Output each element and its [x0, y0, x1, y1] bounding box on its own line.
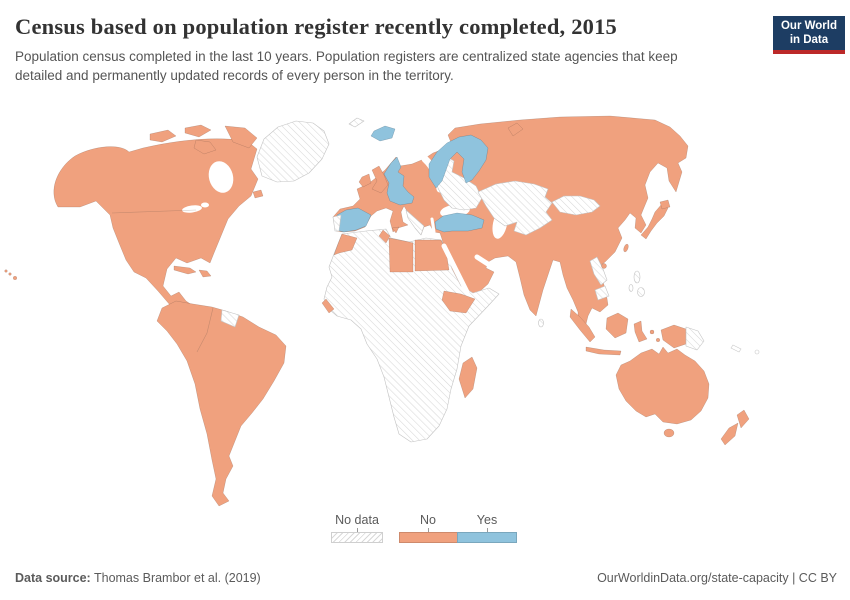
aegean-sea — [430, 217, 436, 234]
region-hainan[interactable] — [601, 263, 607, 269]
legend-swatch-no-data[interactable] — [331, 532, 383, 543]
region-philippines-1[interactable] — [633, 270, 641, 284]
region-tasmania[interactable] — [663, 428, 675, 438]
region-hokkaido[interactable] — [659, 199, 671, 210]
region-liberia[interactable] — [321, 298, 335, 314]
region-hawaii-3[interactable] — [12, 275, 18, 281]
region-hawaii-1[interactable] — [4, 269, 8, 273]
region-ethiopia[interactable] — [441, 290, 476, 314]
region-central-asia[interactable] — [477, 180, 553, 236]
region-newfoundland[interactable] — [252, 189, 264, 199]
region-mongolia[interactable] — [551, 195, 601, 216]
legend-label-no: No — [420, 513, 436, 527]
region-south-america[interactable] — [156, 300, 287, 507]
region-new-caledonia[interactable] — [730, 344, 742, 353]
region-arctic-island-2[interactable] — [184, 124, 212, 138]
border-us-canada — [111, 209, 197, 214]
region-svalbard[interactable] — [348, 117, 365, 128]
chart-header: Census based on population register rece… — [15, 14, 760, 86]
region-iceland[interactable] — [370, 125, 396, 142]
region-morocco[interactable] — [333, 233, 358, 256]
legend-tick — [427, 528, 429, 532]
page-title: Census based on population register rece… — [15, 14, 618, 39]
data-source: Data source: Thomas Brambor et al. (2019… — [15, 571, 261, 585]
region-united-kingdom[interactable] — [371, 165, 389, 194]
region-laos[interactable] — [589, 256, 608, 286]
region-sumatra[interactable] — [569, 308, 596, 343]
region-novaya-zemlya[interactable] — [507, 122, 524, 137]
region-taiwan[interactable] — [623, 243, 629, 253]
region-turkey[interactable] — [434, 212, 485, 233]
region-arctic-island-1[interactable] — [149, 129, 177, 143]
region-cuba[interactable] — [173, 265, 197, 275]
region-borneo[interactable] — [605, 312, 629, 339]
legend-group-no: No — [399, 513, 457, 543]
region-fiji[interactable] — [754, 349, 760, 355]
region-greece[interactable] — [405, 209, 425, 236]
region-australia[interactable] — [615, 346, 710, 425]
region-philippines-2[interactable] — [637, 287, 645, 297]
owid-link[interactable]: OurWorldinData.org/state-capacity | CC B… — [597, 571, 837, 585]
region-ireland[interactable] — [358, 173, 372, 188]
region-hispaniola[interactable] — [198, 269, 212, 278]
region-moluccas-2[interactable] — [655, 337, 661, 343]
region-moluccas-1[interactable] — [649, 329, 655, 335]
region-japan[interactable] — [640, 204, 669, 240]
page-subtitle: Population census completed in the last … — [15, 48, 678, 84]
owid-logo-line2: in Data — [789, 34, 829, 47]
region-sicily[interactable] — [391, 226, 400, 234]
legend-swatch-yes[interactable] — [457, 532, 517, 543]
region-new-zealand-north[interactable] — [736, 409, 750, 429]
data-source-label: Data source: — [15, 571, 91, 585]
region-victoria-island[interactable] — [193, 139, 217, 155]
region-papua-new-guinea[interactable] — [685, 326, 705, 351]
chart-footer: Data source: Thomas Brambor et al. (2019… — [15, 571, 837, 585]
hudson-bay — [208, 161, 234, 193]
region-cambodia[interactable] — [594, 285, 610, 301]
region-greenland[interactable] — [256, 120, 330, 183]
great-lakes-east — [201, 202, 209, 208]
great-lakes — [182, 205, 202, 213]
data-source-value: Thomas Brambor et al. (2019) — [90, 571, 261, 585]
region-guyana[interactable] — [220, 309, 240, 328]
owid-logo[interactable]: Our World in Data — [772, 16, 845, 54]
region-libya[interactable] — [388, 237, 414, 273]
region-baffin-island[interactable] — [224, 125, 258, 149]
region-philippines-3[interactable] — [628, 284, 634, 292]
legend-label-no-data: No data — [335, 513, 379, 527]
region-java[interactable] — [585, 346, 622, 356]
owid-logo-line1: Our World — [780, 20, 837, 32]
border-south-america — [196, 307, 214, 353]
region-madagascar[interactable] — [458, 356, 478, 399]
legend-swatch-no[interactable] — [399, 532, 457, 543]
region-germany-cluster[interactable] — [383, 156, 415, 206]
region-hawaii-2[interactable] — [8, 272, 12, 276]
legend-group-no-data: No data — [331, 513, 383, 543]
region-sulawesi[interactable] — [633, 320, 648, 343]
red-sea — [441, 243, 470, 295]
region-portugal[interactable] — [332, 214, 342, 232]
legend-tick — [356, 528, 358, 532]
legend-group-yes: Yes — [457, 513, 517, 543]
region-new-zealand-south[interactable] — [720, 422, 739, 446]
region-scandinavia[interactable] — [428, 134, 489, 189]
persian-gulf — [474, 254, 494, 269]
region-tunisia[interactable] — [378, 229, 391, 244]
legend-label-yes: Yes — [476, 513, 498, 527]
region-egypt[interactable] — [414, 239, 450, 272]
region-sri-lanka[interactable] — [538, 318, 544, 328]
map-legend: No data No Yes — [331, 513, 517, 543]
region-west-papua[interactable] — [660, 324, 687, 349]
legend-tick — [486, 528, 488, 532]
